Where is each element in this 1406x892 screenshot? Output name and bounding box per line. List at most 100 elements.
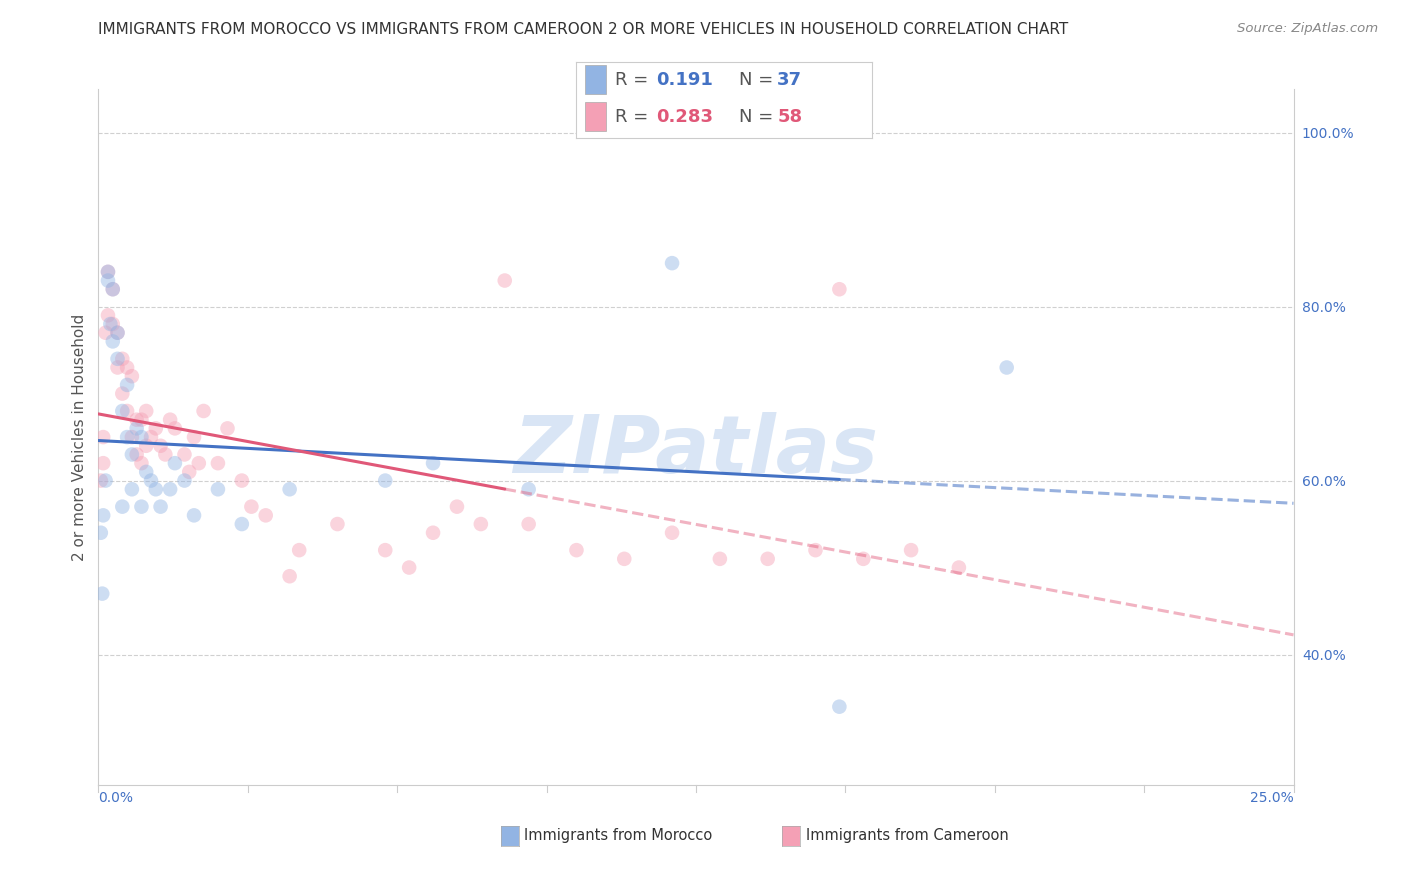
Point xyxy=(163,456,186,470)
Point xyxy=(107,326,129,340)
Point xyxy=(90,474,112,488)
Point xyxy=(131,500,153,514)
Point xyxy=(207,456,229,470)
Point xyxy=(470,516,492,531)
Point xyxy=(288,543,311,558)
Point xyxy=(91,430,114,444)
Point xyxy=(173,448,195,462)
Point xyxy=(149,500,172,514)
Bar xyxy=(585,65,606,95)
Bar xyxy=(585,102,606,130)
Point xyxy=(131,456,153,470)
Text: IMMIGRANTS FROM MOROCCO VS IMMIGRANTS FROM CAMEROON 2 OR MORE VEHICLES IN HOUSEH: IMMIGRANTS FROM MOROCCO VS IMMIGRANTS FR… xyxy=(98,22,1069,37)
Point xyxy=(240,500,263,514)
Point xyxy=(111,500,134,514)
Point xyxy=(900,543,922,558)
Point xyxy=(159,482,181,496)
Point xyxy=(131,430,153,444)
Point xyxy=(173,474,195,488)
Point xyxy=(121,430,143,444)
Text: N =: N = xyxy=(740,70,779,89)
Point xyxy=(254,508,277,523)
Text: 0.283: 0.283 xyxy=(657,108,713,126)
Point xyxy=(145,482,167,496)
Point xyxy=(107,326,129,340)
Point xyxy=(422,525,444,540)
Point xyxy=(135,404,157,418)
Point xyxy=(374,543,396,558)
Point xyxy=(125,448,148,462)
Point xyxy=(231,474,253,488)
Point xyxy=(125,412,148,426)
Point xyxy=(494,273,516,287)
Point xyxy=(90,525,112,540)
Text: 37: 37 xyxy=(778,70,803,89)
Point xyxy=(183,430,205,444)
Point xyxy=(995,360,1018,375)
Point xyxy=(661,256,683,270)
Point xyxy=(121,482,143,496)
Point xyxy=(121,448,143,462)
Point xyxy=(101,282,124,296)
Point xyxy=(149,439,172,453)
Point xyxy=(111,404,134,418)
Point xyxy=(135,439,157,453)
Point xyxy=(91,508,114,523)
Point xyxy=(91,587,114,601)
Point xyxy=(155,448,177,462)
Point xyxy=(852,551,875,566)
Point xyxy=(828,282,851,296)
Point xyxy=(115,404,138,418)
Point xyxy=(193,404,215,418)
Point xyxy=(159,412,181,426)
Point xyxy=(756,551,779,566)
Point xyxy=(131,412,153,426)
Point xyxy=(111,386,134,401)
Point xyxy=(107,351,129,366)
Text: R =: R = xyxy=(614,70,654,89)
Point xyxy=(97,265,120,279)
Point xyxy=(145,421,167,435)
Point xyxy=(398,560,420,574)
Point xyxy=(374,474,396,488)
Point xyxy=(163,421,186,435)
Point xyxy=(613,551,636,566)
Text: 0.191: 0.191 xyxy=(657,70,713,89)
Text: ZIPatlas: ZIPatlas xyxy=(513,412,879,490)
Point xyxy=(828,699,851,714)
Point xyxy=(948,560,970,574)
Text: Immigrants from Morocco: Immigrants from Morocco xyxy=(524,829,713,843)
Point xyxy=(804,543,827,558)
Point xyxy=(231,516,253,531)
Point xyxy=(94,474,117,488)
Point xyxy=(97,273,120,287)
Point xyxy=(115,378,138,392)
Point xyxy=(135,465,157,479)
Point xyxy=(111,351,134,366)
Text: R =: R = xyxy=(614,108,654,126)
Point xyxy=(179,465,201,479)
Point xyxy=(565,543,588,558)
Point xyxy=(422,456,444,470)
Text: Source: ZipAtlas.com: Source: ZipAtlas.com xyxy=(1237,22,1378,36)
Point xyxy=(326,516,349,531)
Point xyxy=(115,360,138,375)
Point xyxy=(97,308,120,322)
Point xyxy=(517,482,540,496)
Text: 58: 58 xyxy=(778,108,803,126)
Point xyxy=(207,482,229,496)
Text: 25.0%: 25.0% xyxy=(1250,791,1294,805)
Point xyxy=(661,525,683,540)
Point xyxy=(183,508,205,523)
Point xyxy=(121,369,143,384)
Point xyxy=(98,317,122,331)
Text: 0.0%: 0.0% xyxy=(98,791,134,805)
Point xyxy=(101,317,124,331)
Point xyxy=(107,360,129,375)
Y-axis label: 2 or more Vehicles in Household: 2 or more Vehicles in Household xyxy=(72,313,87,561)
Point xyxy=(709,551,731,566)
Point xyxy=(97,265,120,279)
Point xyxy=(101,334,124,349)
Text: Immigrants from Cameroon: Immigrants from Cameroon xyxy=(806,829,1008,843)
Point xyxy=(139,430,162,444)
